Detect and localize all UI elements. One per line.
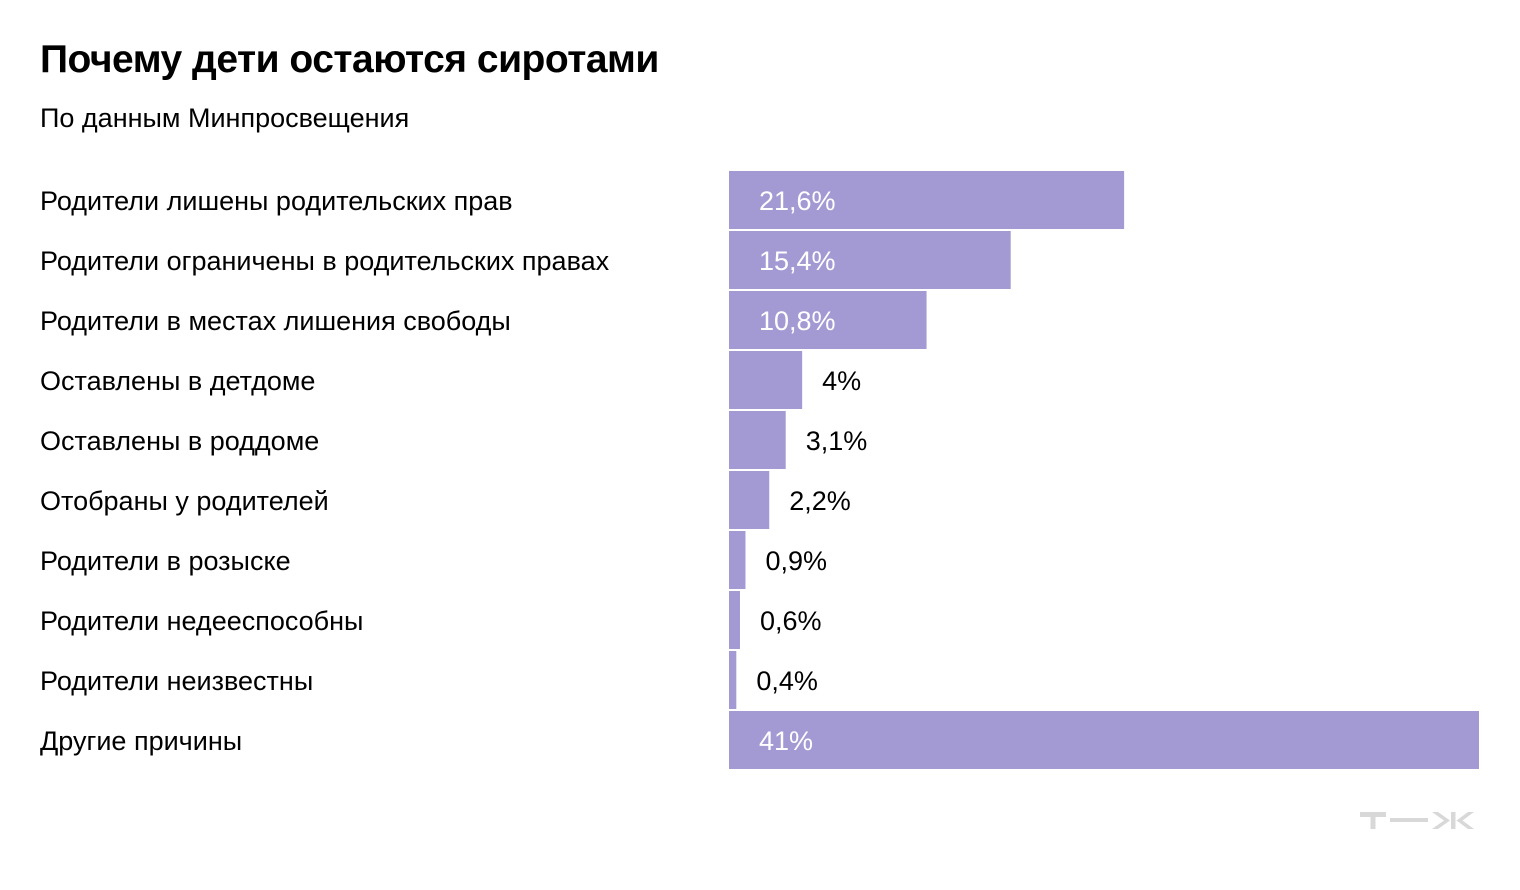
value-label: 21,6% (759, 186, 836, 216)
tzh-logo (1360, 812, 1474, 829)
category-label: Родители в местах лишения свободы (40, 306, 511, 336)
category-label: Отобраны у родителей (40, 486, 329, 516)
bar (729, 531, 746, 589)
value-label: 0,9% (765, 546, 827, 576)
bar (729, 471, 770, 529)
category-label: Другие причины (40, 726, 242, 756)
value-label: 3,1% (806, 426, 868, 456)
bar (729, 291, 927, 349)
value-label: 41% (759, 726, 813, 756)
category-label: Родители лишены родительских прав (40, 186, 513, 216)
value-label: 0,4% (756, 666, 818, 696)
bar (729, 171, 1125, 229)
chart-title: Почему дети остаются сиротами (40, 38, 659, 81)
category-label: Оставлены в детдоме (40, 366, 315, 396)
value-label: 0,6% (760, 606, 822, 636)
bar (729, 411, 786, 469)
bar (729, 351, 803, 409)
category-label: Родители неизвестны (40, 666, 313, 696)
value-label: 4% (822, 366, 861, 396)
chart-subtitle: По данным Минпросвещения (40, 103, 410, 133)
bar (729, 231, 1011, 289)
category-label: Родители ограничены в родительских права… (40, 246, 610, 276)
bar (729, 711, 1479, 769)
value-label: 15,4% (759, 246, 836, 276)
bar (729, 651, 737, 709)
value-label: 10,8% (759, 306, 836, 336)
value-label: 2,2% (789, 486, 851, 516)
category-label: Родители в розыске (40, 546, 291, 576)
bar (729, 591, 740, 649)
category-label: Родители недееспособны (40, 606, 363, 636)
category-label: Оставлены в роддоме (40, 426, 319, 456)
